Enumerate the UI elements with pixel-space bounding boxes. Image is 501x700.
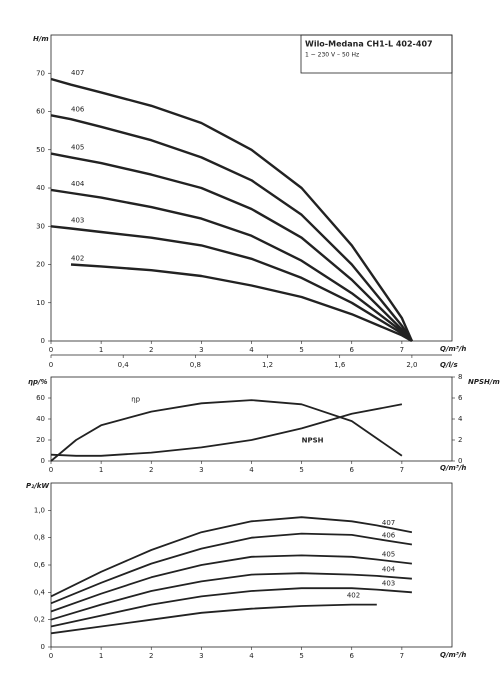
x-tick-label: 0: [49, 346, 53, 354]
x-axis-label: Q/m³/h: [440, 651, 466, 659]
series-label: 407: [71, 69, 84, 77]
x-tick-label: 5: [299, 652, 303, 660]
x2-tick-label: 1,6: [334, 361, 346, 369]
series-label: 403: [71, 216, 84, 224]
y-axis-label: H/m: [33, 35, 49, 43]
y-tick-label: 70: [36, 69, 45, 77]
series-label: 402: [71, 255, 84, 263]
x-axis-label: Q/m³/h: [440, 464, 466, 472]
x2-tick-label: 0: [49, 361, 53, 369]
y-tick-label: 40: [36, 415, 45, 423]
y-tick-label: 20: [36, 261, 45, 269]
series-label: 406: [382, 532, 396, 540]
y-tick-label: 40: [36, 184, 45, 192]
series-label: 403: [382, 579, 395, 587]
series-label: 405: [382, 551, 395, 559]
x2-axis-label: Q/l/s: [440, 361, 458, 369]
y-axis-label: P₂/kW: [26, 482, 49, 490]
y-tick-label: 0: [41, 643, 45, 651]
y-tick-label: 0,8: [34, 534, 45, 542]
chart-subtitle: 1 ~ 230 V – 50 Hz: [305, 52, 359, 59]
y-tick-label: 0,4: [34, 588, 46, 596]
x-tick-label: 2: [149, 346, 153, 354]
info-box: [300, 34, 453, 74]
y-tick-label: 0,6: [34, 561, 46, 569]
x-tick-label: 5: [299, 346, 303, 354]
y-tick-label: 0,2: [34, 616, 45, 624]
x-tick-label: 4: [249, 466, 254, 474]
series-line: [50, 399, 403, 462]
x-tick-label: 0: [49, 652, 53, 660]
x-tick-label: 7: [400, 346, 404, 354]
chart-title: Wilo-Medana CH1-L 402-407: [305, 40, 433, 49]
x-tick-label: 6: [350, 346, 355, 354]
series-line: [70, 263, 413, 343]
x-tick-label: 2: [149, 652, 153, 660]
y2-tick-label: 8: [458, 373, 462, 381]
series-label: 404: [382, 566, 396, 574]
y-tick-label: 10: [36, 299, 45, 307]
y2-tick-label: 4: [458, 415, 463, 423]
series-label: 407: [382, 519, 395, 527]
series-line: [50, 603, 377, 635]
series-line: [50, 587, 412, 628]
series-line: [50, 77, 413, 342]
x-tick-label: 3: [199, 652, 203, 660]
x-tick-label: 1: [99, 652, 103, 660]
y-tick-label: 20: [36, 436, 45, 444]
series-line: [50, 152, 413, 342]
y2-axis-label: NPSH/m: [468, 378, 500, 386]
x-tick-label: 6: [350, 466, 355, 474]
x-tick-label: 7: [400, 652, 404, 660]
series-label: 406: [71, 105, 85, 113]
x-tick-label: 1: [99, 346, 103, 354]
y-tick-label: 0: [41, 457, 45, 465]
x2-tick-label: 2,0: [406, 361, 417, 369]
series-line: [50, 403, 403, 457]
x-axis-label: Q/m³/h: [440, 345, 466, 353]
series-line: [50, 225, 413, 342]
x2-tick-label: 0,4: [118, 361, 130, 369]
series-label: NPSH: [302, 436, 324, 444]
y2-tick-label: 0: [458, 457, 462, 465]
y2-tick-label: 2: [458, 436, 462, 444]
x2-tick-label: 1,2: [262, 361, 273, 369]
x-tick-label: 4: [249, 652, 254, 660]
y-tick-label: 30: [36, 222, 45, 230]
x-tick-label: 0: [49, 466, 53, 474]
series-line: [50, 516, 413, 598]
series-label: 404: [71, 180, 85, 188]
y-axis-label: ηp/%: [28, 378, 48, 386]
series-line: [50, 572, 412, 621]
x-tick-label: 5: [299, 466, 303, 474]
y-tick-label: 60: [36, 394, 45, 402]
x-tick-label: 3: [199, 466, 203, 474]
series-label: ηp: [131, 396, 140, 404]
series-line: [50, 114, 413, 342]
x-tick-label: 1: [99, 466, 103, 474]
y-tick-label: 0: [41, 337, 45, 345]
plot-frame: [50, 34, 453, 342]
series-line: [50, 188, 413, 342]
y-tick-label: 1,0: [34, 506, 45, 514]
y-tick-label: 60: [36, 108, 45, 116]
x-tick-label: 2: [149, 466, 153, 474]
x-tick-label: 7: [400, 466, 404, 474]
x-tick-label: 6: [350, 652, 355, 660]
series-label: 402: [347, 592, 360, 600]
series-label: 405: [71, 144, 84, 152]
x2-tick-label: 0,8: [190, 361, 201, 369]
y-tick-label: 50: [36, 146, 45, 154]
series-line: [50, 554, 413, 613]
y2-tick-label: 6: [458, 394, 463, 402]
x-tick-label: 3: [199, 346, 203, 354]
series-line: [50, 532, 413, 605]
x-tick-label: 4: [249, 346, 254, 354]
